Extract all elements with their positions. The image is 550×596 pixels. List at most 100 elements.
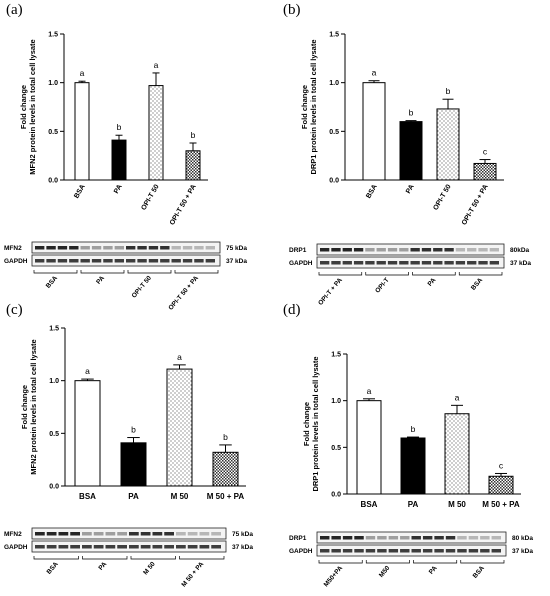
blot-band	[411, 536, 421, 540]
blot-band	[434, 549, 444, 553]
blot-band	[411, 549, 421, 553]
blot-band	[69, 259, 79, 263]
blot-band	[377, 536, 387, 540]
y-tick-label: 0.0	[329, 178, 339, 185]
blot-band	[140, 532, 151, 536]
y-tick-label: 1.0	[49, 378, 59, 385]
bar	[111, 139, 127, 181]
blot-band	[478, 261, 488, 265]
x-tick-label: OPI-T 50	[432, 183, 452, 211]
blot-band	[194, 259, 204, 263]
y-tick-label: 0.5	[331, 445, 341, 452]
blot-band	[331, 536, 341, 540]
lane-bracket	[127, 270, 172, 274]
blot-band	[58, 532, 69, 536]
y-axis-label: Fold change	[20, 385, 29, 429]
y-axis-label: Fold change	[302, 402, 311, 446]
blot-band	[342, 536, 353, 540]
blot-band	[117, 545, 127, 549]
blot-size-label: 37 kDa	[232, 544, 253, 551]
blot-band-label: GAPDH	[4, 544, 28, 551]
blot-band	[187, 532, 198, 536]
blot-band	[376, 248, 386, 252]
blot-band	[434, 536, 444, 540]
blot-band	[331, 261, 341, 265]
blot-band	[182, 259, 193, 263]
x-tick-label: BSA	[79, 492, 96, 501]
blot-band	[342, 261, 352, 265]
blot-band	[320, 248, 330, 252]
lane-label: BSA	[46, 561, 60, 576]
lane-bracket	[33, 556, 79, 560]
panel-a: (a) 0.0 0.5 1.0 1.5 Fold change MFN2 protein …	[0, 0, 275, 312]
x-tick-label: M 50	[448, 500, 466, 509]
lane-bracket	[412, 272, 456, 276]
x-tick-label: PA	[128, 492, 139, 501]
blot-band-label: GAPDH	[289, 548, 313, 555]
blot-size-label: 75 kDa	[226, 245, 247, 252]
significance-label: c	[499, 460, 504, 470]
x-tick-label: PA	[405, 184, 416, 195]
bar	[356, 400, 382, 495]
blot-band	[444, 261, 454, 265]
significance-label: a	[367, 386, 372, 396]
blot-size-label: 80 kDa	[512, 535, 533, 542]
significance-label: b	[223, 432, 228, 442]
blot-band	[467, 248, 477, 252]
blot-band	[320, 261, 330, 265]
bar	[473, 162, 497, 181]
blot-band	[387, 248, 398, 252]
blot-band	[455, 261, 466, 265]
blot-band	[377, 549, 387, 553]
x-tick-label: M 50 + PA	[482, 500, 520, 509]
blot-band	[80, 246, 90, 250]
blot-band	[164, 532, 174, 536]
x-tick-label: OPI-T 50 + PA	[461, 184, 490, 227]
blot-band	[365, 248, 375, 252]
blot-band	[399, 261, 409, 265]
blot-band	[137, 259, 147, 263]
lane-label: M50+PA	[323, 565, 345, 589]
y-tick-label: 0.5	[329, 129, 339, 136]
lane-bracket	[82, 556, 128, 560]
blot-band	[46, 259, 56, 263]
lane-bracket	[179, 556, 225, 560]
lane-bracket	[318, 560, 363, 564]
bar	[74, 82, 90, 181]
lane-label: M 50	[142, 560, 157, 576]
blot-band	[35, 532, 45, 536]
blot-band-label: GAPDH	[289, 260, 313, 267]
x-tick-label: BSA	[73, 184, 86, 200]
blot-band-label: MFN2	[4, 245, 22, 252]
blot-band	[82, 545, 92, 549]
blot-band	[126, 246, 136, 250]
blot-band	[468, 549, 479, 553]
blot-band	[320, 549, 330, 553]
blot-band	[480, 536, 490, 540]
lane-label: PA	[97, 561, 108, 572]
y-axis-label: MFN2 protein levels in total cell lysate	[28, 39, 37, 174]
y-tick-label: 1.0	[48, 80, 58, 87]
blot-band	[376, 261, 386, 265]
blot-band	[491, 549, 501, 553]
blot-band	[354, 536, 364, 540]
blot-band	[80, 259, 90, 263]
blot-band	[199, 532, 210, 536]
blot-band	[433, 261, 443, 265]
y-axis-label: MFN2 protein levels in total cell lysate	[29, 339, 38, 474]
x-tick-label: PA	[408, 500, 419, 509]
lane-bracket	[365, 272, 409, 276]
significance-label: a	[372, 68, 377, 78]
blot-band	[93, 545, 104, 549]
significance-label: b	[409, 108, 414, 118]
y-tick-label: 1.5	[48, 32, 58, 39]
blot-band	[187, 545, 198, 549]
blot-band	[445, 536, 456, 540]
blot-band	[93, 532, 104, 536]
blot-band	[421, 261, 432, 265]
blot-band	[152, 532, 163, 536]
y-tick-label: 0.5	[48, 129, 58, 136]
blot-band	[194, 246, 204, 250]
blot-band	[70, 532, 80, 536]
y-tick-label: 1.0	[331, 398, 341, 405]
